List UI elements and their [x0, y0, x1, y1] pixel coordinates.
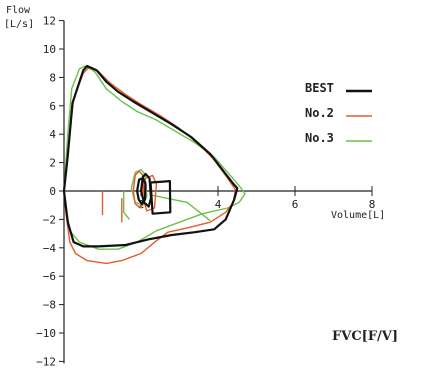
x-tick-label: 4 — [215, 198, 222, 211]
series-line-no3-2 — [122, 191, 130, 220]
y-axis-label-line2: [L/s] — [4, 19, 34, 30]
y-tick-label: −6 — [43, 270, 56, 283]
legend-label-3: No.3 — [305, 131, 334, 145]
labels-layer: Flow [L/s] Volume[L] FVC[F/V] — [4, 5, 398, 344]
legend-label-2: No.2 — [305, 106, 334, 120]
legend: BEST No.2 No.3 — [305, 81, 372, 145]
series-line-no3-3 — [152, 194, 211, 222]
y-tick-label: 12 — [43, 15, 56, 28]
series-line-best-0 — [62, 64, 239, 248]
y-tick-label: 10 — [43, 43, 56, 56]
y-tick-label: 4 — [49, 128, 56, 141]
chart-corner-label: FVC[F/V] — [332, 329, 398, 344]
y-tick-label: 6 — [49, 100, 56, 113]
y-tick-label: 0 — [49, 185, 56, 198]
x-tick-label: 6 — [292, 198, 299, 211]
legend-label-1: BEST — [305, 81, 334, 95]
series-line-best-3 — [149, 180, 172, 215]
x-tick-label: 8 — [369, 198, 376, 211]
y-tick-label: −2 — [43, 213, 56, 226]
series-layer — [62, 64, 246, 265]
y-tick-label: 8 — [49, 71, 56, 84]
x-axis-label: Volume[L] — [331, 210, 385, 221]
y-axis-label-line1: Flow — [6, 5, 31, 16]
y-tick-label: −8 — [43, 299, 56, 312]
y-tick-label: −12 — [36, 355, 56, 367]
y-tick-label: −10 — [36, 327, 56, 340]
series-line-no3-0 — [63, 65, 246, 250]
y-tick-label: −4 — [43, 242, 57, 255]
series-line-best-2 — [136, 177, 147, 205]
y-tick-label: 2 — [49, 157, 56, 170]
series-line-no2-1 — [132, 170, 146, 209]
